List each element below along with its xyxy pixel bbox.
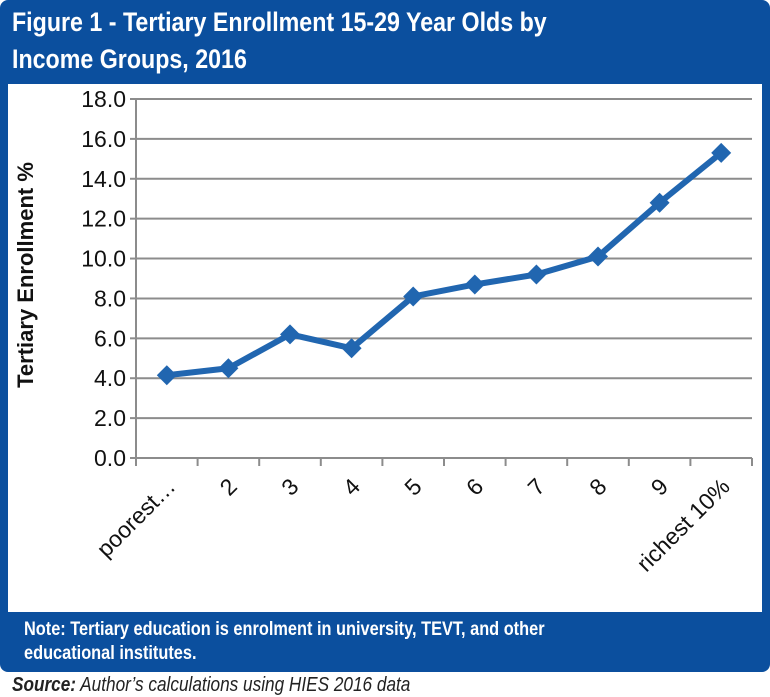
x-tick-label: 8	[584, 473, 611, 500]
data-point-marker	[280, 324, 300, 345]
x-tick-label: 3	[276, 473, 303, 500]
y-tick-label: 12.0	[81, 206, 126, 232]
plot-box	[8, 84, 762, 612]
x-tick-label: 2	[215, 473, 242, 500]
data-point-marker	[156, 365, 177, 386]
x-tick-label: poorest…	[91, 473, 180, 562]
note-line2: educational institutes.	[24, 643, 197, 664]
series-line	[166, 150, 724, 379]
x-tick-label: richest 10%	[631, 473, 734, 576]
x-tick-label: 5	[399, 473, 426, 500]
chart-title: Figure 1 - Tertiary Enrollment 15-29 Yea…	[12, 4, 648, 78]
chart-title-line1: Figure 1 - Tertiary Enrollment 15-29 Yea…	[12, 7, 547, 37]
y-tick-label: 0.0	[94, 445, 126, 471]
data-point-marker	[588, 246, 608, 267]
source-body: Author’s calculations using HIES 2016 da…	[76, 674, 411, 696]
data-point-marker	[526, 264, 547, 285]
x-tick-label: 6	[461, 473, 488, 500]
chart-title-line2: Income Groups, 2016	[12, 44, 247, 74]
y-tick-label: 14.0	[81, 166, 126, 192]
data-point-marker	[649, 192, 670, 213]
data-point-marker	[218, 358, 239, 379]
data-point-marker	[341, 338, 362, 359]
source-text: Source: Author’s calculations using HIES…	[12, 674, 410, 697]
x-tick-label: 7	[523, 473, 550, 500]
note-text: Note: Tertiary education is enrolment in…	[24, 618, 545, 666]
data-point-marker	[711, 142, 732, 163]
y-tick-label: 18.0	[81, 86, 126, 112]
y-tick-label: 6.0	[94, 325, 126, 351]
y-tick-label: 8.0	[94, 285, 126, 311]
y-tick-label: 4.0	[94, 365, 126, 391]
y-tick-label: 2.0	[94, 405, 126, 431]
source-label: Source:	[12, 674, 77, 696]
x-tick-label: 4	[338, 473, 366, 501]
x-tick-label: 9	[646, 473, 673, 500]
data-point-marker	[403, 286, 424, 307]
note-line1: Note: Tertiary education is enrolment in…	[24, 619, 545, 640]
y-axis-label: Tertiary Enrollment %	[13, 162, 38, 388]
y-tick-label: 10.0	[81, 246, 126, 272]
y-tick-label: 16.0	[81, 126, 126, 152]
data-point-marker	[464, 274, 485, 295]
